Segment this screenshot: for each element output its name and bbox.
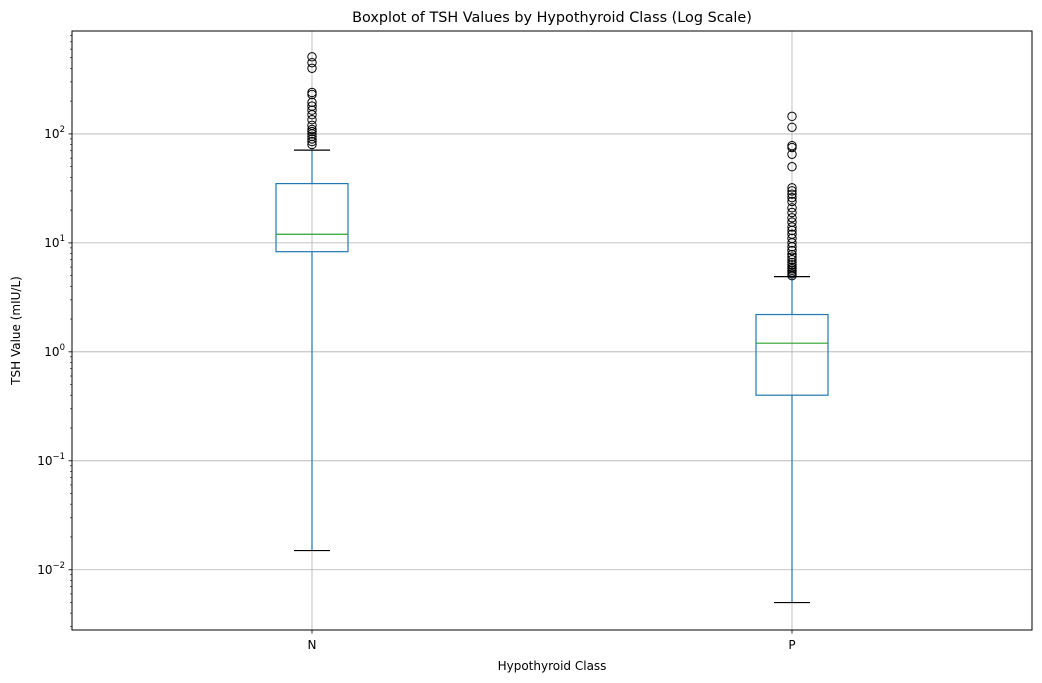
outlier-point xyxy=(787,260,797,270)
y-tick-label: 10−1 xyxy=(37,452,65,468)
y-tick-label: 102 xyxy=(44,125,65,141)
outlier-point xyxy=(787,262,797,272)
y-tick-label: 10−2 xyxy=(37,561,65,577)
y-tick-label: 100 xyxy=(44,343,65,359)
plot-frame xyxy=(71,30,1033,631)
outlier-point xyxy=(787,252,797,262)
outlier-point xyxy=(307,101,317,111)
outlier-point xyxy=(787,213,797,223)
outlier-point xyxy=(307,97,317,108)
iqr-box xyxy=(275,182,349,253)
outlier-point xyxy=(787,122,797,132)
chart-title: Boxplot of TSH Values by Hypothyroid Cla… xyxy=(352,10,752,26)
x-tick-label: P xyxy=(788,638,795,652)
y-tick-label: 101 xyxy=(44,234,65,250)
outlier-point xyxy=(787,207,797,218)
outlier-point xyxy=(787,255,797,265)
outlier-point xyxy=(787,162,797,172)
outlier-point xyxy=(787,249,797,260)
outlier-point xyxy=(787,111,797,122)
outlier-point xyxy=(787,192,797,203)
outlier-point xyxy=(787,140,797,151)
box-group-N xyxy=(275,52,349,552)
outlier-point xyxy=(787,186,797,196)
outlier-point xyxy=(307,136,317,147)
outlier-point xyxy=(787,217,797,227)
outlier-point xyxy=(787,189,797,199)
outlier-point xyxy=(307,58,317,68)
outlier-point xyxy=(307,126,317,137)
outlier-point xyxy=(787,229,797,239)
outlier-point xyxy=(787,245,797,256)
outlier-point xyxy=(307,124,317,135)
y-axis-title: TSH Value (mIU/L) xyxy=(9,276,23,386)
outlier-point xyxy=(307,131,317,142)
iqr-box xyxy=(755,313,829,396)
outlier-point xyxy=(787,183,797,193)
x-tick-label: N xyxy=(308,638,317,652)
outlier-point xyxy=(307,120,317,130)
tick-layer: 10−2 10−1 100 101 102 N P xyxy=(37,35,796,652)
outlier-point xyxy=(787,196,797,207)
outlier-point xyxy=(307,52,317,62)
outlier-point xyxy=(787,222,797,232)
box-layer xyxy=(275,52,829,604)
box-group-P xyxy=(755,111,829,604)
outlier-point xyxy=(307,87,317,98)
outlier-point xyxy=(307,115,317,125)
x-axis-title: Hypothyroid Class xyxy=(498,659,607,673)
outlier-point xyxy=(307,63,317,74)
outlier-point xyxy=(787,203,797,213)
outlier-point xyxy=(307,134,317,144)
